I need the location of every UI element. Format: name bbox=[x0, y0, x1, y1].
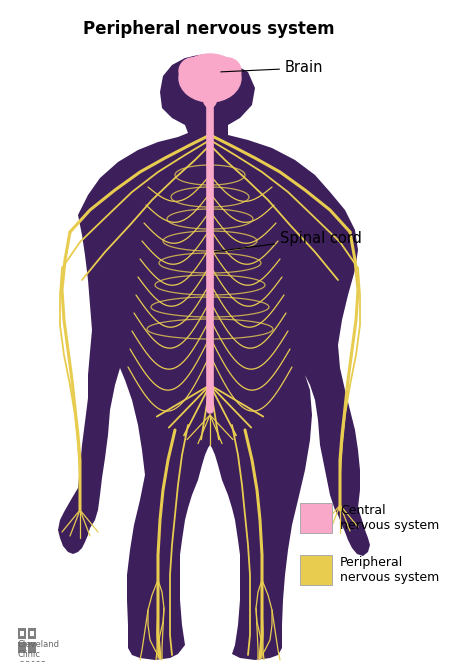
Ellipse shape bbox=[179, 54, 241, 102]
Ellipse shape bbox=[203, 89, 217, 108]
Text: Central
nervous system: Central nervous system bbox=[340, 504, 439, 532]
Text: Peripheral nervous system: Peripheral nervous system bbox=[83, 20, 334, 38]
Text: Brain: Brain bbox=[221, 60, 323, 75]
Polygon shape bbox=[58, 54, 370, 660]
Text: Spinal cord: Spinal cord bbox=[215, 230, 362, 252]
FancyBboxPatch shape bbox=[300, 503, 332, 533]
Ellipse shape bbox=[213, 58, 241, 84]
FancyBboxPatch shape bbox=[18, 628, 26, 639]
FancyBboxPatch shape bbox=[30, 632, 34, 636]
Text: Cleveland
Clinic
©2022: Cleveland Clinic ©2022 bbox=[18, 640, 60, 662]
FancyBboxPatch shape bbox=[28, 628, 36, 639]
FancyBboxPatch shape bbox=[20, 632, 24, 636]
Ellipse shape bbox=[179, 58, 207, 84]
FancyBboxPatch shape bbox=[18, 642, 26, 653]
FancyBboxPatch shape bbox=[28, 642, 36, 653]
Text: Peripheral
nervous system: Peripheral nervous system bbox=[340, 556, 439, 584]
FancyBboxPatch shape bbox=[300, 555, 332, 585]
